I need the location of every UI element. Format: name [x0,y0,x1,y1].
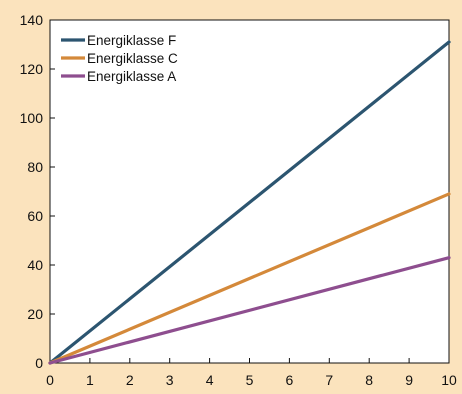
x-tick-label: 3 [166,372,174,388]
y-tick-label: 60 [27,208,43,224]
x-tick-label: 6 [286,372,294,388]
y-tick-label: 120 [20,61,44,77]
x-tick-label: 0 [46,372,54,388]
y-tick-label: 80 [27,159,43,175]
x-axis-ticks: 0 1 2 3 4 5 6 7 8 9 10 [46,358,457,388]
y-axis-ticks: 0 20 40 60 80 100 120 140 [20,12,55,371]
series-lines [48,40,451,365]
axes [49,19,450,364]
y-tick-label: 0 [35,355,43,371]
x-tick-label: 9 [405,372,413,388]
x-tick-label: 8 [365,372,373,388]
x-tick-label: 10 [441,372,457,388]
legend-label-3: Energiklasse A [87,69,176,84]
series-line-2 [48,192,451,365]
x-tick-label: 5 [246,372,254,388]
x-tick-label: 4 [206,372,214,388]
x-tick-label: 7 [325,372,333,388]
y-tick-label: 40 [27,257,43,273]
y-tick-label: 140 [20,12,44,28]
series-line-1 [48,40,451,365]
y-tick-label: 100 [20,110,44,126]
legend: Energiklasse F Energiklasse C Energiklasse… [61,33,178,84]
plot-area [49,19,450,364]
x-tick-label: 2 [126,372,134,388]
y-tick-label: 20 [27,306,43,322]
legend-label-2: Energiklasse C [87,51,178,66]
legend-label-1: Energiklasse F [87,33,176,48]
series-line-3 [48,256,451,365]
x-tick-label: 1 [86,372,94,388]
